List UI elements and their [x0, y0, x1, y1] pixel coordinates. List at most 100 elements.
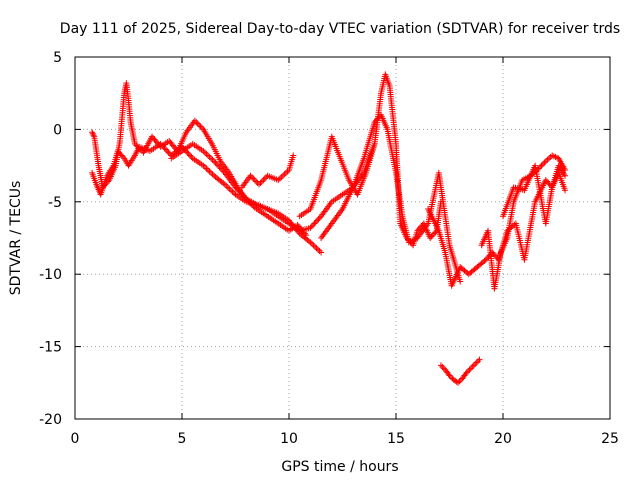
- x-axis-label: GPS time / hours: [281, 459, 398, 475]
- data-point-marker: [102, 181, 109, 188]
- data-point-marker: [209, 171, 216, 178]
- data-point-marker: [193, 119, 200, 126]
- data-point-marker: [308, 240, 315, 247]
- data-point-marker: [491, 252, 498, 259]
- data-point-marker: [251, 177, 258, 184]
- data-point-marker: [188, 153, 195, 160]
- data-point-marker: [310, 242, 317, 249]
- data-point-marker: [194, 120, 201, 127]
- data-point-marker: [470, 362, 477, 369]
- data-point-marker: [227, 187, 234, 194]
- data-point-marker: [316, 248, 323, 255]
- data-point-marker: [472, 360, 479, 367]
- data-point-marker: [204, 166, 211, 173]
- data-point-marker: [119, 153, 126, 160]
- data-point-marker: [545, 179, 552, 186]
- data-point-marker: [196, 122, 203, 129]
- data-point-marker: [131, 140, 138, 147]
- data-point-marker: [562, 172, 569, 179]
- data-point-marker: [258, 178, 265, 185]
- data-point-marker: [439, 363, 446, 370]
- series-trace-j: [437, 356, 483, 386]
- data-point-marker: [136, 145, 143, 152]
- y-tick-label: 5: [53, 50, 62, 66]
- grid-lines: [75, 57, 610, 419]
- axis-ticks: [74, 56, 611, 420]
- data-point-marker: [457, 278, 464, 285]
- data-point-marker: [473, 359, 480, 366]
- data-point-marker: [475, 358, 482, 365]
- data-point-marker: [137, 146, 144, 153]
- data-point-marker: [224, 184, 231, 191]
- data-point-marker: [375, 114, 382, 121]
- data-point-marker: [164, 148, 171, 155]
- data-point-marker: [446, 372, 453, 379]
- data-point-marker: [314, 217, 321, 224]
- y-axis-label: SDTVAR / TECUs: [8, 181, 24, 296]
- data-point-marker: [212, 159, 219, 166]
- data-point-marker: [544, 178, 551, 185]
- data-point-marker: [209, 156, 216, 163]
- data-point-marker: [206, 168, 213, 175]
- data-point-marker: [248, 174, 255, 181]
- chart-title: Day 111 of 2025, Sidereal Day-to-day VTE…: [60, 21, 620, 37]
- data-point-marker: [290, 152, 297, 159]
- data-point-marker: [208, 169, 215, 176]
- data-point-marker: [466, 366, 473, 373]
- data-point-marker: [282, 169, 289, 176]
- data-point-marker: [318, 249, 325, 256]
- data-point-marker: [229, 188, 236, 195]
- data-point-marker: [447, 374, 454, 381]
- data-point-marker: [213, 161, 220, 168]
- data-point-marker: [99, 184, 106, 191]
- data-point-marker: [134, 143, 141, 150]
- data-point-marker: [316, 214, 323, 221]
- data-points: [89, 71, 569, 386]
- series-trace-d: [238, 152, 297, 191]
- data-point-marker: [230, 190, 237, 197]
- data-point-marker: [89, 129, 96, 136]
- data-point-marker: [467, 365, 474, 372]
- data-point-marker: [201, 164, 208, 171]
- data-point-marker: [469, 363, 476, 370]
- data-point-marker: [201, 149, 208, 156]
- data-point-marker: [191, 117, 198, 124]
- data-point-marker: [220, 168, 227, 175]
- data-point-marker: [541, 159, 548, 166]
- data-point-marker: [562, 187, 569, 194]
- data-point-marker: [311, 243, 318, 250]
- data-point-marker: [261, 175, 268, 182]
- y-tick-label: -10: [39, 267, 62, 283]
- data-point-marker: [133, 142, 140, 149]
- data-point-marker: [535, 165, 542, 172]
- data-point-marker: [432, 229, 439, 236]
- data-point-marker: [542, 177, 549, 184]
- data-point-marker: [90, 132, 97, 139]
- data-point-marker: [239, 191, 246, 198]
- x-tick-label: 10: [280, 431, 298, 447]
- data-point-marker: [371, 119, 378, 126]
- y-tick-labels: 5 0 -5 -10 -15 -20: [39, 50, 62, 428]
- x-tick-label: 5: [178, 431, 187, 447]
- data-point-marker: [437, 362, 444, 369]
- data-point-marker: [211, 158, 218, 165]
- data-point-marker: [537, 164, 544, 171]
- data-point-marker: [279, 172, 286, 179]
- data-point-marker: [223, 182, 230, 189]
- series-trace-a: [89, 140, 325, 256]
- data-point-marker: [237, 190, 244, 197]
- data-point-marker: [456, 378, 463, 385]
- data-point-marker: [562, 166, 569, 173]
- data-point-marker: [482, 256, 489, 263]
- data-point-marker: [215, 162, 222, 169]
- data-point-marker: [539, 161, 546, 168]
- series-trace-i: [500, 162, 569, 227]
- data-point-marker: [233, 185, 240, 192]
- data-point-marker: [165, 149, 172, 156]
- data-point-marker: [481, 257, 488, 264]
- data-point-marker: [187, 152, 194, 159]
- y-tick-label: -20: [39, 412, 62, 428]
- plot-frame: [74, 56, 611, 420]
- data-point-marker: [162, 146, 169, 153]
- y-tick-label: 0: [53, 122, 62, 138]
